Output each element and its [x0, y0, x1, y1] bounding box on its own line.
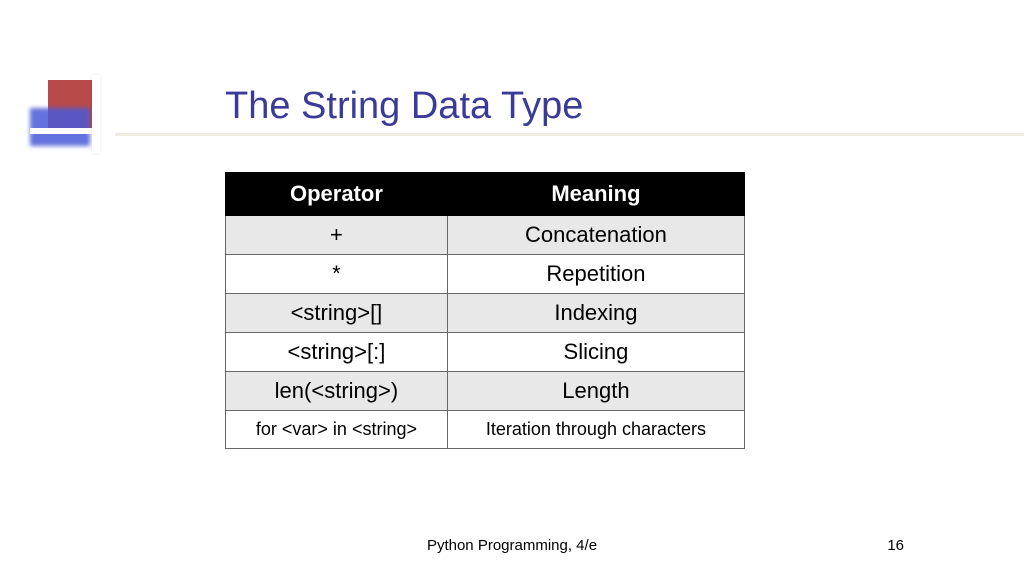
column-header-operator: Operator	[226, 173, 448, 216]
table-row: for <var> in <string> Iteration through …	[226, 411, 745, 449]
logo-blue-square	[30, 108, 90, 146]
operator-table-container: Operator Meaning + Concatenation * Repet…	[225, 172, 745, 449]
cell-meaning: Iteration through characters	[447, 411, 744, 449]
cell-meaning: Indexing	[447, 294, 744, 333]
title-underline	[115, 133, 1024, 136]
table-row: len(<string>) Length	[226, 372, 745, 411]
title-area: The String Data Type	[225, 85, 984, 136]
table-header-row: Operator Meaning	[226, 173, 745, 216]
slide-logo	[30, 80, 120, 155]
cell-operator: <string>[:]	[226, 333, 448, 372]
cell-operator: <string>[]	[226, 294, 448, 333]
logo-divider-v	[92, 75, 100, 153]
table-row: <string>[] Indexing	[226, 294, 745, 333]
operator-table: Operator Meaning + Concatenation * Repet…	[225, 172, 745, 449]
footer-text: Python Programming, 4/e	[0, 537, 1024, 554]
table-row: * Repetition	[226, 255, 745, 294]
cell-operator: len(<string>)	[226, 372, 448, 411]
column-header-meaning: Meaning	[447, 173, 744, 216]
cell-meaning: Length	[447, 372, 744, 411]
logo-divider-h	[30, 128, 120, 134]
slide-title: The String Data Type	[225, 85, 984, 128]
cell-operator: for <var> in <string>	[226, 411, 448, 449]
cell-operator: *	[226, 255, 448, 294]
table-row: + Concatenation	[226, 216, 745, 255]
cell-operator: +	[226, 216, 448, 255]
cell-meaning: Slicing	[447, 333, 744, 372]
page-number: 16	[887, 537, 904, 554]
cell-meaning: Repetition	[447, 255, 744, 294]
table-row: <string>[:] Slicing	[226, 333, 745, 372]
table-body: + Concatenation * Repetition <string>[] …	[226, 216, 745, 449]
cell-meaning: Concatenation	[447, 216, 744, 255]
